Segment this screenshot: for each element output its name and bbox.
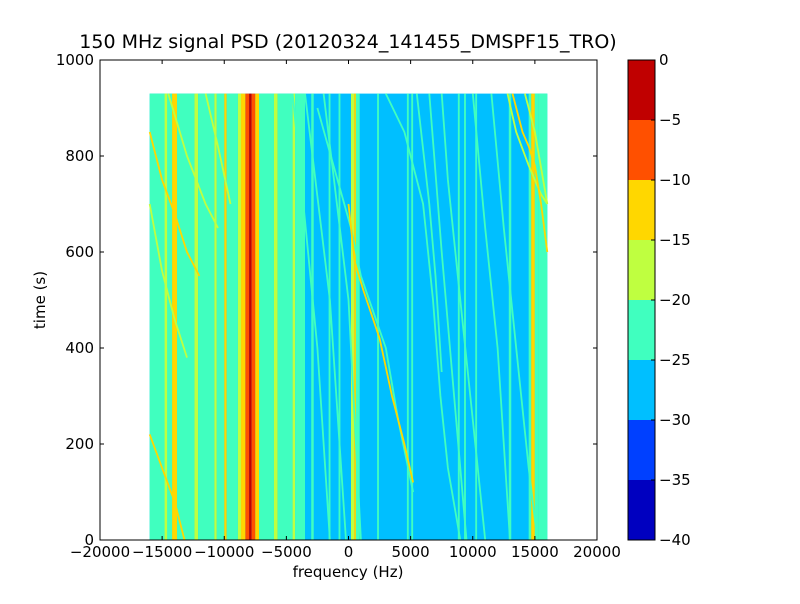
heatmap-band bbox=[464, 93, 466, 540]
y-tick-label: 0 bbox=[84, 531, 94, 549]
heatmap-drift-line bbox=[304, 93, 347, 540]
heatmap-band bbox=[216, 93, 225, 540]
colorbar-tick-label: −35 bbox=[659, 471, 691, 489]
heatmap-band bbox=[273, 93, 278, 540]
heatmap-drift-line bbox=[440, 93, 487, 540]
x-tick-label: 10000 bbox=[449, 543, 497, 561]
x-tick-label: −5000 bbox=[261, 543, 312, 561]
colorbar-tick-label: −25 bbox=[659, 351, 691, 369]
x-tick-label: 5000 bbox=[392, 543, 430, 561]
heatmap-band bbox=[411, 93, 414, 540]
heatmap-band bbox=[350, 93, 355, 540]
heatmap-band bbox=[295, 93, 306, 540]
heatmap-band bbox=[528, 93, 532, 540]
y-tick-label: 800 bbox=[65, 147, 94, 165]
colorbar-segment bbox=[628, 180, 655, 240]
heatmap-drift-line bbox=[471, 93, 511, 540]
heatmap-drift-line bbox=[490, 93, 539, 540]
colorbar-segment bbox=[628, 240, 655, 300]
heatmap-drift-line bbox=[506, 93, 549, 205]
heatmap-band bbox=[226, 93, 238, 540]
colorbar-segment bbox=[628, 120, 655, 180]
axis-ticks: −20000 −15000 −10000 −5000 0 5000 10000 15000 20… bbox=[56, 51, 621, 561]
y-axis-label: time (s) bbox=[31, 271, 49, 329]
heatmap-band bbox=[328, 93, 331, 540]
heatmap-drift-line bbox=[415, 93, 443, 373]
colorbar-segment bbox=[628, 360, 655, 420]
heatmap-band bbox=[245, 93, 250, 540]
heatmap-drift-line bbox=[347, 203, 414, 483]
heatmap-band bbox=[354, 93, 356, 540]
colorbar-tick-label: −40 bbox=[659, 531, 691, 549]
heatmap-drift-line bbox=[524, 93, 549, 205]
heatmap-band bbox=[149, 93, 173, 540]
heatmap-drift-line bbox=[384, 93, 462, 540]
heatmap-band bbox=[406, 93, 409, 540]
y-tick-label: 600 bbox=[65, 243, 94, 261]
heatmap-band bbox=[249, 93, 252, 540]
x-tick-label: 20000 bbox=[573, 543, 621, 561]
y-tick-label: 400 bbox=[65, 339, 94, 357]
colorbar-segment bbox=[628, 420, 655, 480]
heatmap-band bbox=[237, 93, 242, 540]
colorbar-tick-label: −20 bbox=[659, 291, 691, 309]
heatmap-band bbox=[534, 93, 539, 540]
colorbar: −40 −35 −30 −25 −20 −15 −10 −5 0 bbox=[627, 51, 691, 549]
x-tick-label: −15000 bbox=[132, 543, 192, 561]
heatmap-drift-line bbox=[148, 131, 201, 277]
colorbar-tick-label: −5 bbox=[659, 111, 681, 129]
x-tick-label: 15000 bbox=[511, 543, 559, 561]
heatmap-drift-line bbox=[511, 93, 549, 253]
heatmap-band bbox=[259, 93, 274, 540]
heatmap-band bbox=[214, 93, 217, 540]
heatmap-band bbox=[198, 93, 215, 540]
heatmap-band bbox=[457, 93, 460, 540]
heatmap-band bbox=[255, 93, 260, 540]
heatmap-band bbox=[311, 93, 314, 540]
heatmap-band bbox=[277, 93, 293, 540]
heatmap-band bbox=[538, 93, 548, 540]
heatmap-band bbox=[475, 93, 478, 540]
heatmap-drift-line bbox=[148, 203, 188, 358]
colorbar-segment bbox=[628, 480, 655, 540]
colorbar-tick-label: 0 bbox=[659, 51, 669, 69]
y-tick-label: 200 bbox=[65, 435, 94, 453]
heatmap-band bbox=[177, 93, 195, 540]
colorbar-segment bbox=[628, 60, 655, 120]
x-tick-label: −10000 bbox=[194, 543, 254, 561]
heatmap-band bbox=[355, 93, 360, 540]
heatmap-drift-line bbox=[204, 93, 232, 205]
heatmap-drift-line bbox=[167, 93, 219, 229]
heatmap-band bbox=[338, 93, 341, 540]
y-tick-label: 1000 bbox=[56, 51, 94, 69]
heatmap-band bbox=[531, 93, 535, 540]
heatmap-band bbox=[292, 93, 296, 540]
heatmap-band bbox=[164, 93, 168, 540]
heatmap-band bbox=[251, 93, 256, 540]
x-tick-label: −20000 bbox=[70, 543, 130, 561]
heatmap-band bbox=[194, 93, 199, 540]
heatmap-drift-line bbox=[291, 93, 331, 540]
chart-title: 150 MHz signal PSD (20120324_141455_DMSP… bbox=[79, 31, 616, 53]
heatmap-band bbox=[508, 93, 512, 540]
heatmap-drift-line bbox=[428, 93, 468, 540]
x-tick-label: 0 bbox=[344, 543, 354, 561]
heatmap-area bbox=[148, 93, 549, 540]
heatmap-band bbox=[224, 93, 227, 540]
heatmap-drift-line bbox=[148, 434, 186, 540]
colorbar-segment bbox=[628, 300, 655, 360]
colorbar-tick-label: −30 bbox=[659, 411, 691, 429]
x-axis-label: frequency (Hz) bbox=[293, 563, 404, 581]
colorbar-tick-label: −10 bbox=[659, 171, 691, 189]
colorbar-tick-label: −15 bbox=[659, 231, 691, 249]
heatmap-band bbox=[377, 93, 379, 540]
heatmap-band bbox=[241, 93, 246, 540]
